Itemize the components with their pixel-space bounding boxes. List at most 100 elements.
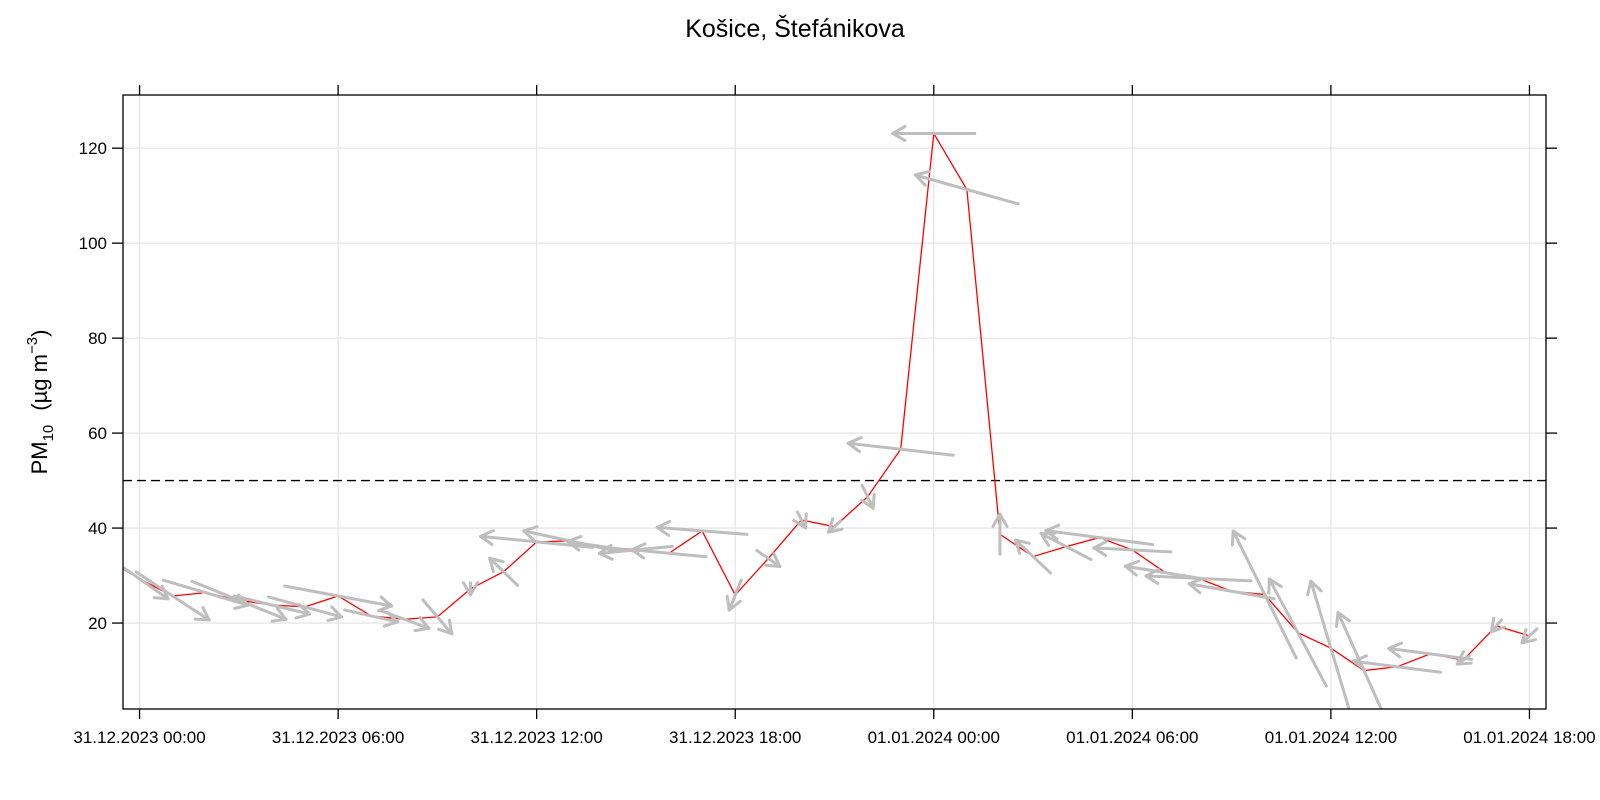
wind-arrow — [1014, 538, 1053, 575]
wind-arrow-shaft — [860, 483, 875, 510]
y-label-subscript: 10 — [40, 425, 57, 442]
wind-arrow-head — [1520, 627, 1528, 645]
y-tick-label: 100 — [79, 234, 107, 253]
wind-arrow — [827, 517, 844, 534]
wind-arrow-head — [846, 436, 863, 445]
axes: 31.12.2023 00:00 31.12.2023 06:00 31.12.20… — [73, 85, 1596, 747]
wind-arrow-head — [1309, 579, 1323, 593]
wind-arrow-head — [275, 606, 288, 621]
wind-arrow-head — [152, 596, 170, 601]
chart-title: Košice, Štefánikova — [685, 14, 905, 43]
wind-arrow-head — [727, 599, 742, 612]
wind-arrow-head — [1014, 538, 1022, 555]
wind-arrow-head — [379, 595, 394, 608]
wind-arrow-head — [913, 170, 931, 177]
wind-arrow — [991, 512, 1009, 556]
wind-arrow — [1187, 577, 1276, 601]
wind-arrow — [1520, 627, 1539, 645]
wind-arrow-head — [566, 534, 583, 544]
wind-arrow-shaft — [1520, 627, 1539, 645]
gridlines — [123, 95, 1546, 709]
wind-arrow-head — [792, 518, 807, 530]
wind-arrow-head — [1231, 529, 1247, 541]
wind-arrow-shaft — [1092, 546, 1173, 554]
wind-arrow-shaft — [1187, 582, 1276, 601]
wind-arrow-head — [294, 612, 311, 620]
wind-arrow-shaft — [727, 578, 743, 612]
wind-arrow-head — [488, 556, 505, 564]
wind-arrow — [1352, 654, 1443, 674]
wind-arrow — [792, 510, 808, 530]
wind-arrow-head — [597, 551, 614, 561]
wind-arrow-head — [479, 534, 494, 546]
wind-arrow-head — [193, 617, 211, 622]
wind-arrow-head — [1352, 659, 1367, 672]
wind-arrow-head — [1144, 574, 1160, 585]
wind-arrow-head — [330, 605, 344, 619]
wind-arrow-shaft — [1014, 538, 1053, 575]
wind-arrow-head — [827, 517, 835, 534]
wind-arrow — [134, 570, 211, 622]
wind-arrow — [1489, 616, 1506, 634]
wind-arrow-head — [201, 605, 211, 622]
wind-arrow — [1387, 641, 1474, 661]
wind-arrow — [190, 579, 288, 623]
y-label-main: PM — [27, 441, 52, 474]
wind-arrow-head — [522, 525, 539, 533]
wind-arrow-shaft — [755, 548, 782, 568]
wind-arrow-head — [413, 626, 431, 633]
wind-arrow-head — [1092, 546, 1108, 558]
wind-arrow-head — [772, 552, 782, 568]
wind-arrow-head — [522, 529, 536, 542]
wind-arrow-shaft — [378, 608, 431, 630]
wind-arrow-head — [725, 594, 731, 612]
wind-arrow-head — [1387, 641, 1404, 650]
y-label-superscript: −3 — [24, 337, 41, 354]
x-tick-label: 31.12.2023 06:00 — [272, 728, 404, 747]
x-tick-label: 31.12.2023 18:00 — [669, 728, 801, 747]
wind-arrow — [655, 519, 749, 537]
wind-arrow-head — [1520, 638, 1538, 645]
wind-arrow-head — [1335, 611, 1340, 628]
wind-arrow-head — [913, 173, 927, 187]
wind-arrow — [755, 548, 782, 568]
series-lines — [123, 131, 1530, 672]
wind-arrow-head — [418, 615, 431, 630]
y-axis-label: PM10 (µg m−3) — [24, 330, 57, 475]
wind-arrow-shaft — [630, 548, 708, 559]
wind-arrow-head — [764, 563, 782, 568]
wind-arrow — [161, 578, 250, 610]
wind-arrow-head — [1489, 625, 1506, 634]
wind-arrow-head — [1044, 529, 1059, 541]
wind-arrow-shaft — [846, 441, 955, 457]
wind-arrow-head — [1039, 532, 1051, 547]
plot-frame — [122, 94, 1547, 710]
wind-arrow-shaft — [190, 579, 288, 621]
wind-arrow-head — [1455, 661, 1473, 666]
y-tick-label: 20 — [88, 614, 107, 633]
series-line-pm10 — [123, 131, 1530, 672]
wind-arrow-shaft — [232, 594, 311, 616]
wind-arrow-head — [1187, 577, 1204, 586]
wind-arrow-head — [488, 556, 495, 574]
x-tick-label: 31.12.2023 12:00 — [470, 728, 602, 747]
wind-arrow-head — [326, 615, 344, 622]
wind-arrow-shaft — [655, 525, 749, 536]
wind-arrow-head — [1123, 559, 1141, 568]
wind-arrow-head — [1267, 577, 1283, 588]
wind-arrow — [860, 483, 876, 510]
wind-arrow-head — [437, 627, 454, 636]
wind-arrow-shaft — [161, 578, 250, 607]
wind-arrow-shaft — [267, 595, 344, 619]
wind-arrow-shaft — [1387, 646, 1474, 661]
wind-arrow — [1044, 523, 1155, 547]
wind-arrow-shaft — [1352, 659, 1443, 674]
wind-arrow-head — [597, 543, 613, 555]
wind-arrow — [846, 436, 955, 457]
wind-arrow-head — [1306, 579, 1313, 597]
wind-arrow-head — [827, 527, 844, 534]
wind-arrow-head — [447, 618, 454, 636]
wind-arrow-shaft — [1044, 529, 1155, 547]
y-tick-label: 40 — [88, 519, 107, 538]
wind-arrow-shaft — [1267, 577, 1328, 688]
